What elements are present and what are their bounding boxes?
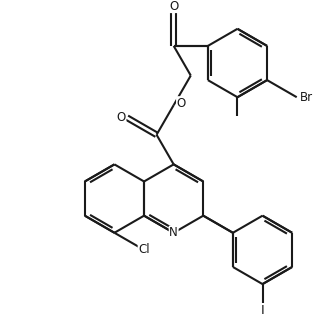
Text: O: O: [177, 97, 186, 110]
Text: I: I: [261, 304, 264, 317]
Text: N: N: [169, 226, 178, 239]
Text: Br: Br: [300, 91, 313, 104]
Text: O: O: [117, 111, 126, 124]
Text: Cl: Cl: [138, 243, 150, 256]
Text: O: O: [169, 0, 178, 12]
